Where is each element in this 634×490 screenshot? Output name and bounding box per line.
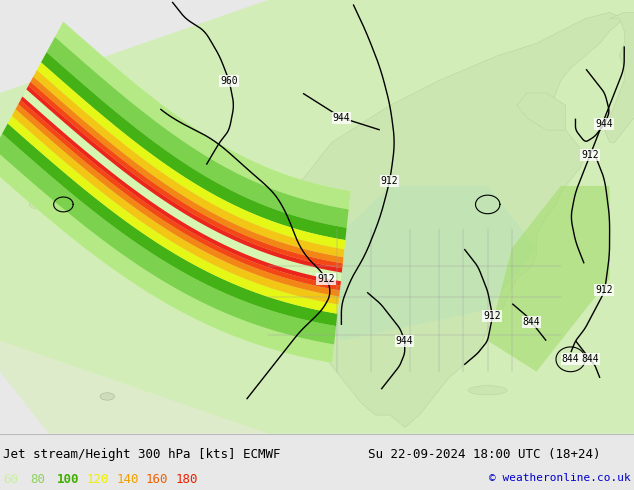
Text: 60: 60 xyxy=(3,473,18,487)
Polygon shape xyxy=(29,82,343,269)
Text: 80: 80 xyxy=(30,473,45,487)
Text: 944: 944 xyxy=(396,336,413,346)
Text: 844: 844 xyxy=(581,354,599,365)
Text: © weatheronline.co.uk: © weatheronline.co.uk xyxy=(489,473,631,483)
Text: 140: 140 xyxy=(116,473,138,487)
Ellipse shape xyxy=(100,393,115,400)
Polygon shape xyxy=(0,134,336,344)
Polygon shape xyxy=(47,37,349,228)
Polygon shape xyxy=(8,116,339,314)
Polygon shape xyxy=(20,97,341,286)
Text: 120: 120 xyxy=(86,473,108,487)
Polygon shape xyxy=(0,93,341,363)
Text: 944: 944 xyxy=(333,113,351,122)
Ellipse shape xyxy=(29,200,49,209)
Polygon shape xyxy=(24,22,351,277)
Text: 912: 912 xyxy=(318,274,335,284)
Text: 912: 912 xyxy=(483,311,501,321)
Polygon shape xyxy=(605,12,634,143)
Polygon shape xyxy=(27,86,342,272)
Text: 100: 100 xyxy=(56,473,79,487)
Polygon shape xyxy=(15,104,340,296)
Text: Jet stream/Height 300 hPa [kts] ECMWF: Jet stream/Height 300 hPa [kts] ECMWF xyxy=(3,448,281,461)
Text: 912: 912 xyxy=(595,285,613,295)
Text: 160: 160 xyxy=(146,473,168,487)
Polygon shape xyxy=(0,0,634,434)
Polygon shape xyxy=(517,93,566,130)
Polygon shape xyxy=(488,186,610,372)
Text: 912: 912 xyxy=(380,175,398,186)
Text: 844: 844 xyxy=(562,354,579,364)
Text: 912: 912 xyxy=(581,150,598,160)
Polygon shape xyxy=(18,100,340,291)
Polygon shape xyxy=(293,186,536,341)
Text: 180: 180 xyxy=(176,473,198,487)
Polygon shape xyxy=(58,143,263,204)
Polygon shape xyxy=(55,22,351,209)
Polygon shape xyxy=(12,109,339,305)
Polygon shape xyxy=(2,123,337,326)
Text: 944: 944 xyxy=(595,119,613,129)
Polygon shape xyxy=(0,0,634,434)
Polygon shape xyxy=(37,62,346,249)
Text: Su 22-09-2024 18:00 UTC (18+24): Su 22-09-2024 18:00 UTC (18+24) xyxy=(368,448,600,461)
Ellipse shape xyxy=(468,386,507,395)
Polygon shape xyxy=(30,76,344,264)
Polygon shape xyxy=(33,70,344,257)
Polygon shape xyxy=(41,52,347,240)
Text: 844: 844 xyxy=(523,317,540,327)
Text: 960: 960 xyxy=(220,76,238,86)
Polygon shape xyxy=(268,12,624,427)
Polygon shape xyxy=(0,149,334,363)
